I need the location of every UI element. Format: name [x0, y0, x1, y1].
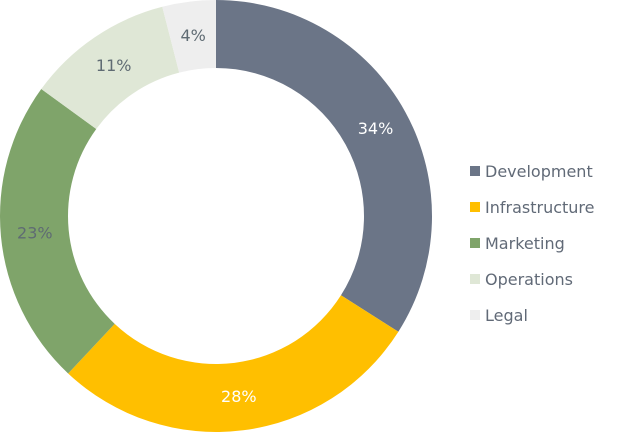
- legend-label-operations: Operations: [485, 269, 573, 289]
- legend-item-infrastructure: Infrastructure: [470, 189, 630, 225]
- legend-label-development: Development: [485, 161, 593, 181]
- legend-label-marketing: Marketing: [485, 233, 565, 253]
- legend-swatch-legal: [470, 310, 480, 320]
- slice-infrastructure: [68, 295, 399, 432]
- legend-item-legal: Legal: [470, 297, 630, 333]
- legend-label-legal: Legal: [485, 305, 528, 325]
- slice-operations: [41, 6, 180, 130]
- legend-item-development: Development: [470, 153, 630, 189]
- slice-development: [216, 0, 432, 332]
- slice-label-marketing: 23%: [17, 224, 53, 243]
- legend-item-marketing: Marketing: [470, 225, 630, 261]
- legend: Development Infrastructure Marketing Ope…: [470, 153, 630, 333]
- slice-label-legal: 4%: [180, 26, 205, 45]
- legend-label-infrastructure: Infrastructure: [485, 197, 595, 217]
- legend-swatch-development: [470, 166, 480, 176]
- slice-label-infrastructure: 28%: [221, 387, 257, 406]
- legend-swatch-infrastructure: [470, 202, 480, 212]
- legend-swatch-marketing: [470, 238, 480, 248]
- legend-swatch-operations: [470, 274, 480, 284]
- slice-label-development: 34%: [358, 119, 394, 138]
- slice-label-operations: 11%: [96, 56, 132, 75]
- slice-marketing: [0, 89, 115, 374]
- slice-legal: [162, 0, 216, 73]
- legend-item-operations: Operations: [470, 261, 630, 297]
